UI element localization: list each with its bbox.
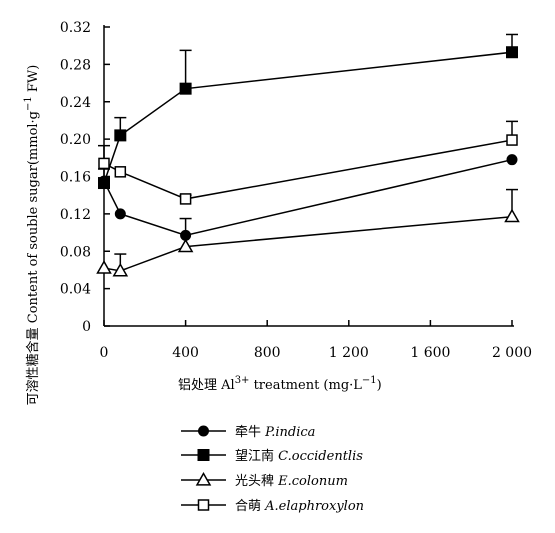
series-1 <box>98 154 518 241</box>
legend-item: 光头稗 E.colonum <box>181 471 348 489</box>
data-point <box>96 260 112 274</box>
series-line <box>103 215 513 272</box>
x-tick-label: 2 000 <box>492 345 532 361</box>
x-axis-title-sup2: −1 <box>362 375 377 386</box>
x-axis-title-sup: 3+ <box>235 375 250 386</box>
y-axis-title-sup: −1 <box>23 96 34 111</box>
y-tick-label: 0.24 <box>60 95 91 111</box>
legend-item: 合萌 A.elaphroxylon <box>181 499 364 514</box>
data-point <box>98 177 110 190</box>
data-point <box>179 193 192 205</box>
legend-label-latin: C.occidentlis <box>278 449 363 464</box>
x-axis-title: 铝处理 Al3+ treatment (mg·L−1) <box>178 375 382 393</box>
data-point <box>114 129 127 142</box>
series-line <box>103 139 513 200</box>
series-line <box>103 158 513 237</box>
x-axis-title-suffix: treatment (mg·L <box>249 378 362 393</box>
y-tick-label: 0.32 <box>60 20 91 36</box>
data-point <box>114 208 126 220</box>
y-tick-label: 0.04 <box>60 282 91 298</box>
y-axis-title-main: 可溶性糖含量 Content of souble sugar(mmol·g <box>25 111 41 405</box>
legend-label: 合萌 A.elaphroxylon <box>235 499 364 514</box>
y-tick-label: 0.20 <box>60 132 91 148</box>
legend-item: 牵牛 P.indica <box>181 425 315 440</box>
series-layer <box>96 33 520 277</box>
legend-label-cn: 光头稗 <box>235 474 278 489</box>
legend-label-cn: 合萌 <box>235 499 265 514</box>
x-axis-title-end: ) <box>377 378 382 393</box>
y-tick-label: 0 <box>82 319 91 335</box>
series-3 <box>96 188 520 277</box>
x-tick-label: 1 200 <box>329 345 369 361</box>
legend-marker <box>197 449 210 461</box>
x-tick-label: 800 <box>254 345 281 361</box>
x-ticks: 0 400 800 1 200 1 600 2 000 <box>100 320 532 361</box>
y-tick-label: 0.08 <box>60 244 91 260</box>
data-point <box>114 166 127 178</box>
x-tick-label: 0 <box>100 345 109 361</box>
data-point <box>177 238 194 253</box>
legend-label-cn: 牵牛 <box>235 425 265 440</box>
x-tick-label: 1 600 <box>410 345 450 361</box>
legend-label-cn: 望江南 <box>235 448 278 464</box>
y-tick-label: 0.16 <box>60 170 91 186</box>
y-ticks: 0 0.04 0.08 0.12 0.16 0.20 0.24 0.28 0.32 <box>60 20 110 335</box>
y-tick-label: 0.12 <box>60 207 91 223</box>
legend-label-latin: E.colonum <box>277 474 348 489</box>
data-point <box>179 82 192 95</box>
series-4 <box>98 120 518 205</box>
legend-label-latin: P.indica <box>264 425 315 440</box>
legend-marker <box>198 425 209 437</box>
legend-marker <box>197 499 210 511</box>
data-point <box>504 208 520 223</box>
data-point <box>506 46 518 59</box>
series-line <box>103 51 513 184</box>
legend-marker <box>195 471 212 486</box>
legend-label: 牵牛 P.indica <box>235 425 315 440</box>
x-axis-title-prefix: 铝处理 Al <box>178 378 235 393</box>
data-point <box>112 262 129 277</box>
y-axis-title: 可溶性糖含量 Content of souble sugar(mmol·g−1 … <box>23 65 41 406</box>
legend-item: 望江南 C.occidentlis <box>181 448 363 464</box>
legend-label: 光头稗 E.colonum <box>235 474 348 489</box>
data-point <box>506 134 518 146</box>
data-point <box>98 157 110 170</box>
legend-label: 望江南 C.occidentlis <box>235 448 363 464</box>
series-2 <box>98 33 518 190</box>
x-tick-label: 400 <box>172 345 199 361</box>
axes <box>103 25 514 327</box>
data-point <box>506 154 518 166</box>
legend-label-latin: A.elaphroxylon <box>264 499 364 514</box>
y-tick-label: 0.28 <box>60 57 91 73</box>
y-axis-title-end: FW) <box>26 65 41 97</box>
